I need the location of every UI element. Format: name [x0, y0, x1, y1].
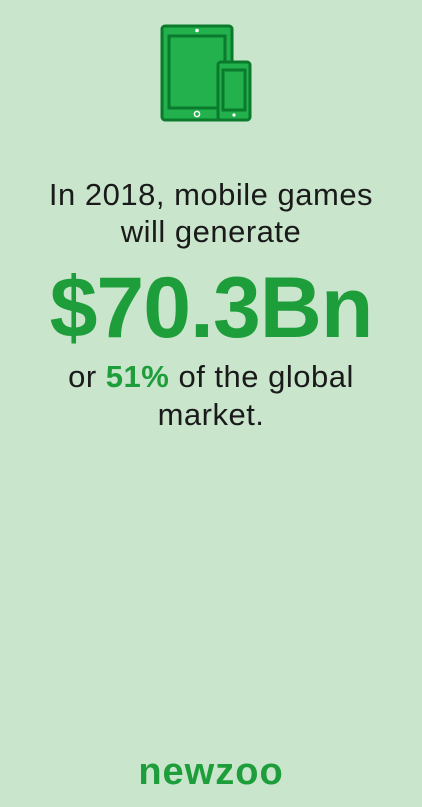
revenue-amount: $70.3Bn	[49, 260, 374, 356]
share-prefix: or	[68, 359, 106, 394]
intro-line-2: will generate	[120, 214, 302, 249]
share-line-2: market.	[157, 397, 265, 432]
newzoo-logo: newzoo	[138, 751, 284, 793]
share-line-1: or 51% of the global	[0, 359, 422, 395]
share-percent: 51%	[105, 359, 170, 394]
tablet-and-phone-icon	[160, 24, 252, 122]
intro-line-1: In 2018, mobile games	[48, 177, 374, 212]
share-suffix: of the global	[169, 359, 354, 394]
